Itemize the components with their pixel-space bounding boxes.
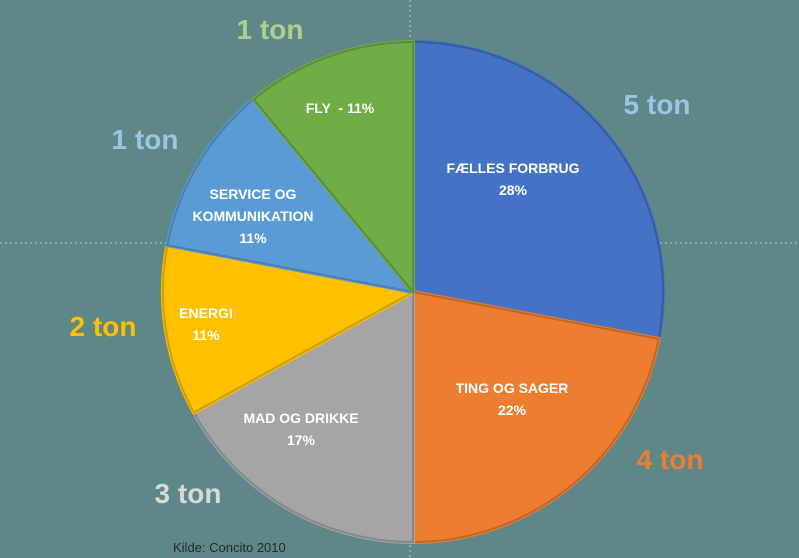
value-label: FLY - 11% xyxy=(305,100,375,116)
slice xyxy=(191,290,415,544)
outer-label: 4 ton xyxy=(636,444,704,475)
outer-label: 1 ton xyxy=(236,14,304,45)
slice-label: ENERGI 11% xyxy=(166,302,246,346)
slice-border xyxy=(192,290,414,544)
slice-label: TING OG SAGER 22% xyxy=(432,377,592,421)
outer-label: 3 ton xyxy=(154,478,222,509)
slice-border xyxy=(412,290,660,544)
category-label: TING OG SAGER xyxy=(455,380,569,396)
slice xyxy=(411,290,661,544)
value-label: 22% xyxy=(497,402,527,418)
outer-label: 5 ton xyxy=(623,89,691,120)
slice-label: FLY - 11% xyxy=(270,97,410,119)
slice-border xyxy=(252,40,414,295)
category-label: FÆLLES FORBRUG xyxy=(446,160,580,176)
slice-border xyxy=(162,243,416,414)
slice xyxy=(251,40,415,294)
slice xyxy=(411,40,665,341)
slice xyxy=(161,243,415,415)
value-label: 11% xyxy=(192,327,220,343)
slice-label: SERVICE OG KOMMUNIKATION 11% xyxy=(183,183,323,249)
outer-label: 1 ton xyxy=(111,124,179,155)
value-label: 17% xyxy=(286,432,316,448)
category-label: SERVICE OG KOMMUNIKATION xyxy=(192,186,314,224)
slice-border xyxy=(412,40,664,341)
category-label: ENERGI xyxy=(179,305,233,321)
slice xyxy=(165,97,415,294)
slice-border xyxy=(166,97,416,294)
category-label: MAD OG DRIKKE xyxy=(243,410,359,426)
source: Kilde: Concito 2010 xyxy=(173,540,286,555)
value-label: 28% xyxy=(498,182,528,198)
value-label: 11% xyxy=(239,230,267,246)
outer-label: 2 ton xyxy=(69,311,137,342)
slice-label: MAD OG DRIKKE 17% xyxy=(231,407,371,451)
slice-label: FÆLLES FORBRUG 28% xyxy=(433,157,593,201)
